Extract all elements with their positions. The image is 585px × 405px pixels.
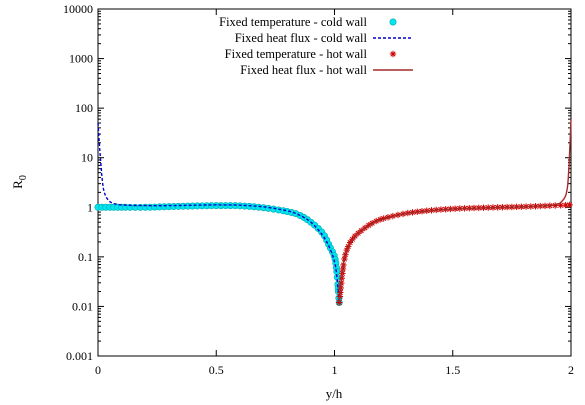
x-tick-label: 2 (568, 363, 574, 377)
data-point-star (566, 201, 573, 209)
x-tick-label: 1.5 (445, 363, 460, 377)
y-tick-label: 10 (81, 151, 93, 165)
y-tick-label: 0.1 (78, 250, 93, 264)
y-axis-label-subscript: 0 (18, 175, 29, 180)
data-point-star (389, 50, 397, 58)
legend-label: Fixed heat flux - hot wall (240, 63, 367, 77)
series-4 (338, 119, 572, 303)
series-2 (97, 123, 340, 303)
legend-label: Fixed temperature - hot wall (225, 47, 368, 61)
axis-tick-labels: 0 0.5 1 1.5 2 0.001 0.01 0.1 1 10 100 1000 10000 (63, 2, 574, 377)
y-tick-label: 10000 (63, 2, 93, 16)
x-tick-label: 0 (95, 363, 101, 377)
axis-ticks (97, 8, 572, 357)
series-line (97, 123, 340, 303)
legend-label: Fixed temperature - cold wall (219, 15, 367, 29)
y-tick-label: 1000 (69, 52, 93, 66)
y-axis-label: R0 (10, 175, 29, 189)
legend-label: Fixed heat flux - cold wall (235, 31, 368, 45)
legend: Fixed temperature - cold wall Fixed heat … (219, 15, 413, 77)
y-tick-label: 100 (75, 101, 93, 115)
y-tick-label: 0.001 (66, 349, 93, 363)
x-tick-label: 1 (332, 363, 338, 377)
data-point-star (562, 201, 569, 209)
x-tick-label: 0.5 (209, 363, 224, 377)
data-point-circle (389, 18, 397, 26)
y-tick-label: 0.01 (72, 299, 93, 313)
y-axis-label-main: R (10, 180, 25, 189)
y-tick-label: 1 (87, 200, 93, 214)
plot-frame (97, 8, 572, 357)
series-1 (94, 202, 343, 307)
series-layer (94, 119, 573, 307)
series-line (338, 119, 572, 303)
series-3 (336, 201, 573, 306)
x-axis-label: y/h (326, 386, 343, 401)
